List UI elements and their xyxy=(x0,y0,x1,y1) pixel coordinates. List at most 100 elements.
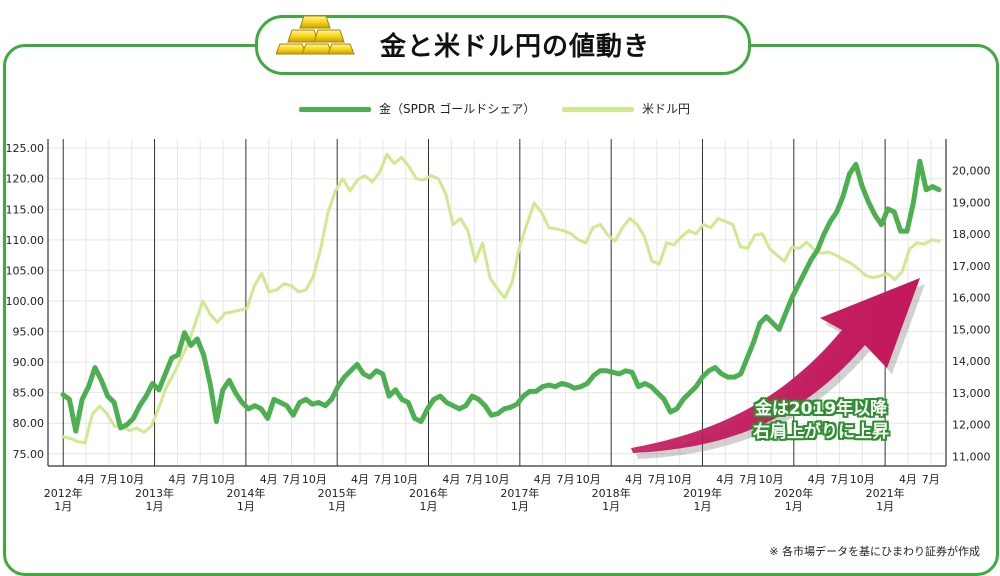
usdjpy-point xyxy=(768,248,771,250)
gold-point xyxy=(675,407,678,410)
left-axis-tick-label: 100.00 xyxy=(6,295,45,308)
gold-point xyxy=(528,390,531,393)
usdjpy-point xyxy=(371,180,373,183)
gold-point xyxy=(906,230,909,233)
gold-point xyxy=(867,201,870,204)
usdjpy-point xyxy=(894,278,896,281)
usdjpy-point xyxy=(732,223,734,226)
gold-point xyxy=(458,407,461,410)
right-axis-tick-label: 16,000 xyxy=(952,292,991,305)
x-axis-month-label: 4月 xyxy=(899,473,917,486)
rising-arrow xyxy=(631,278,920,453)
x-axis-year-month-label: 1月 xyxy=(602,500,620,513)
usdjpy-point xyxy=(746,247,749,250)
left-axis-tick-label: 90.00 xyxy=(13,356,45,369)
x-axis-year-month-label: 1月 xyxy=(146,500,164,513)
x-axis-year-month-label: 1月 xyxy=(237,500,255,513)
gold-point xyxy=(394,388,397,391)
gold-point xyxy=(496,412,499,415)
gold-point xyxy=(624,369,627,372)
gold-point xyxy=(170,357,173,360)
x-axis-month-label: 7月 xyxy=(648,473,666,486)
gold-point xyxy=(368,376,371,379)
x-axis-year-month-label: 1月 xyxy=(876,500,894,513)
usdjpy-point xyxy=(231,311,234,313)
usdjpy-point xyxy=(400,156,403,159)
gold-point xyxy=(279,401,282,404)
left-axis-tick-label: 85.00 xyxy=(13,387,45,400)
x-axis-year-label: 2021年 xyxy=(866,486,905,500)
gold-point xyxy=(221,388,224,391)
gold-point xyxy=(253,404,256,407)
usdjpy-point xyxy=(813,248,815,250)
x-axis-month-label: 4月 xyxy=(534,473,552,486)
x-axis-month-label: 4月 xyxy=(77,473,95,486)
gold-point xyxy=(918,160,921,163)
usdjpy-point xyxy=(606,234,609,236)
gold-point xyxy=(420,420,423,423)
x-axis-month-label: 4月 xyxy=(716,473,734,486)
usdjpy-point xyxy=(739,245,742,248)
x-axis-year-month-label: 1月 xyxy=(693,500,711,513)
usdjpy-point xyxy=(857,267,859,270)
usdjpy-point xyxy=(621,226,624,229)
gold-point xyxy=(304,398,307,401)
usdjpy-point xyxy=(99,405,101,407)
x-axis-month-label: 7月 xyxy=(191,473,209,486)
usdjpy-point xyxy=(444,193,447,195)
legend-item-usdjpy: 米ドル円 xyxy=(562,100,690,117)
gold-point xyxy=(119,426,122,429)
gold-point xyxy=(656,391,659,394)
usdjpy-point xyxy=(717,217,719,220)
usdjpy-point xyxy=(393,162,396,165)
usdjpy-point xyxy=(776,254,778,256)
gold-point xyxy=(637,385,640,388)
gold-point xyxy=(439,395,442,398)
gold-point xyxy=(931,185,934,188)
usdjpy-point xyxy=(290,284,293,287)
usdjpy-point xyxy=(761,232,764,235)
usdjpy-point xyxy=(172,373,175,376)
gold-point xyxy=(356,363,359,366)
usdjpy-point xyxy=(319,248,322,250)
usdjpy-point xyxy=(518,246,521,248)
x-axis-year-label: 2017年 xyxy=(500,486,539,500)
gold-point xyxy=(490,414,493,417)
usdjpy-point xyxy=(820,252,823,255)
gold-point xyxy=(298,401,301,404)
gold-point xyxy=(100,379,103,382)
left-axis-tick-label: 75.00 xyxy=(13,448,45,461)
usdjpy-point xyxy=(422,179,425,181)
x-axis-year-label: 2018年 xyxy=(592,486,631,500)
usdjpy-point xyxy=(194,321,197,324)
usdjpy-point xyxy=(599,223,602,226)
gold-point xyxy=(477,398,480,401)
usdjpy-point xyxy=(84,441,86,444)
left-axis-tick-label: 95.00 xyxy=(13,326,45,339)
usdjpy-point xyxy=(584,242,587,244)
right-axis-tick-label: 11,000 xyxy=(952,450,991,463)
usdjpy-point xyxy=(673,243,675,246)
source-note: ※ 各市場データを基にひまわり証券が作成 xyxy=(769,545,980,558)
gold-point xyxy=(733,376,736,379)
usdjpy-point xyxy=(69,437,72,440)
gold-point xyxy=(311,403,314,406)
gold-point xyxy=(899,230,902,233)
gold-point xyxy=(157,388,160,391)
gold-point xyxy=(62,393,64,396)
x-axis-year-label: 2015年 xyxy=(318,486,357,500)
x-axis-month-label: 7月 xyxy=(556,473,574,486)
x-axis-year-month-label: 1月 xyxy=(785,500,803,513)
gold-point xyxy=(746,357,749,360)
x-axis-month-label: 10月 xyxy=(576,473,601,486)
right-axis-tick-label: 18,000 xyxy=(952,228,991,241)
x-axis-month-label: 4月 xyxy=(625,473,643,486)
usdjpy-point xyxy=(680,235,683,238)
gold-point xyxy=(758,322,761,325)
usdjpy-point xyxy=(327,211,329,214)
gold-point xyxy=(407,401,410,404)
gold-point xyxy=(560,382,563,385)
usdjpy-point xyxy=(511,281,513,284)
x-axis-month-label: 7月 xyxy=(739,473,757,486)
legend-item-gold: 金（SPDR ゴールドシェア） xyxy=(299,100,535,117)
